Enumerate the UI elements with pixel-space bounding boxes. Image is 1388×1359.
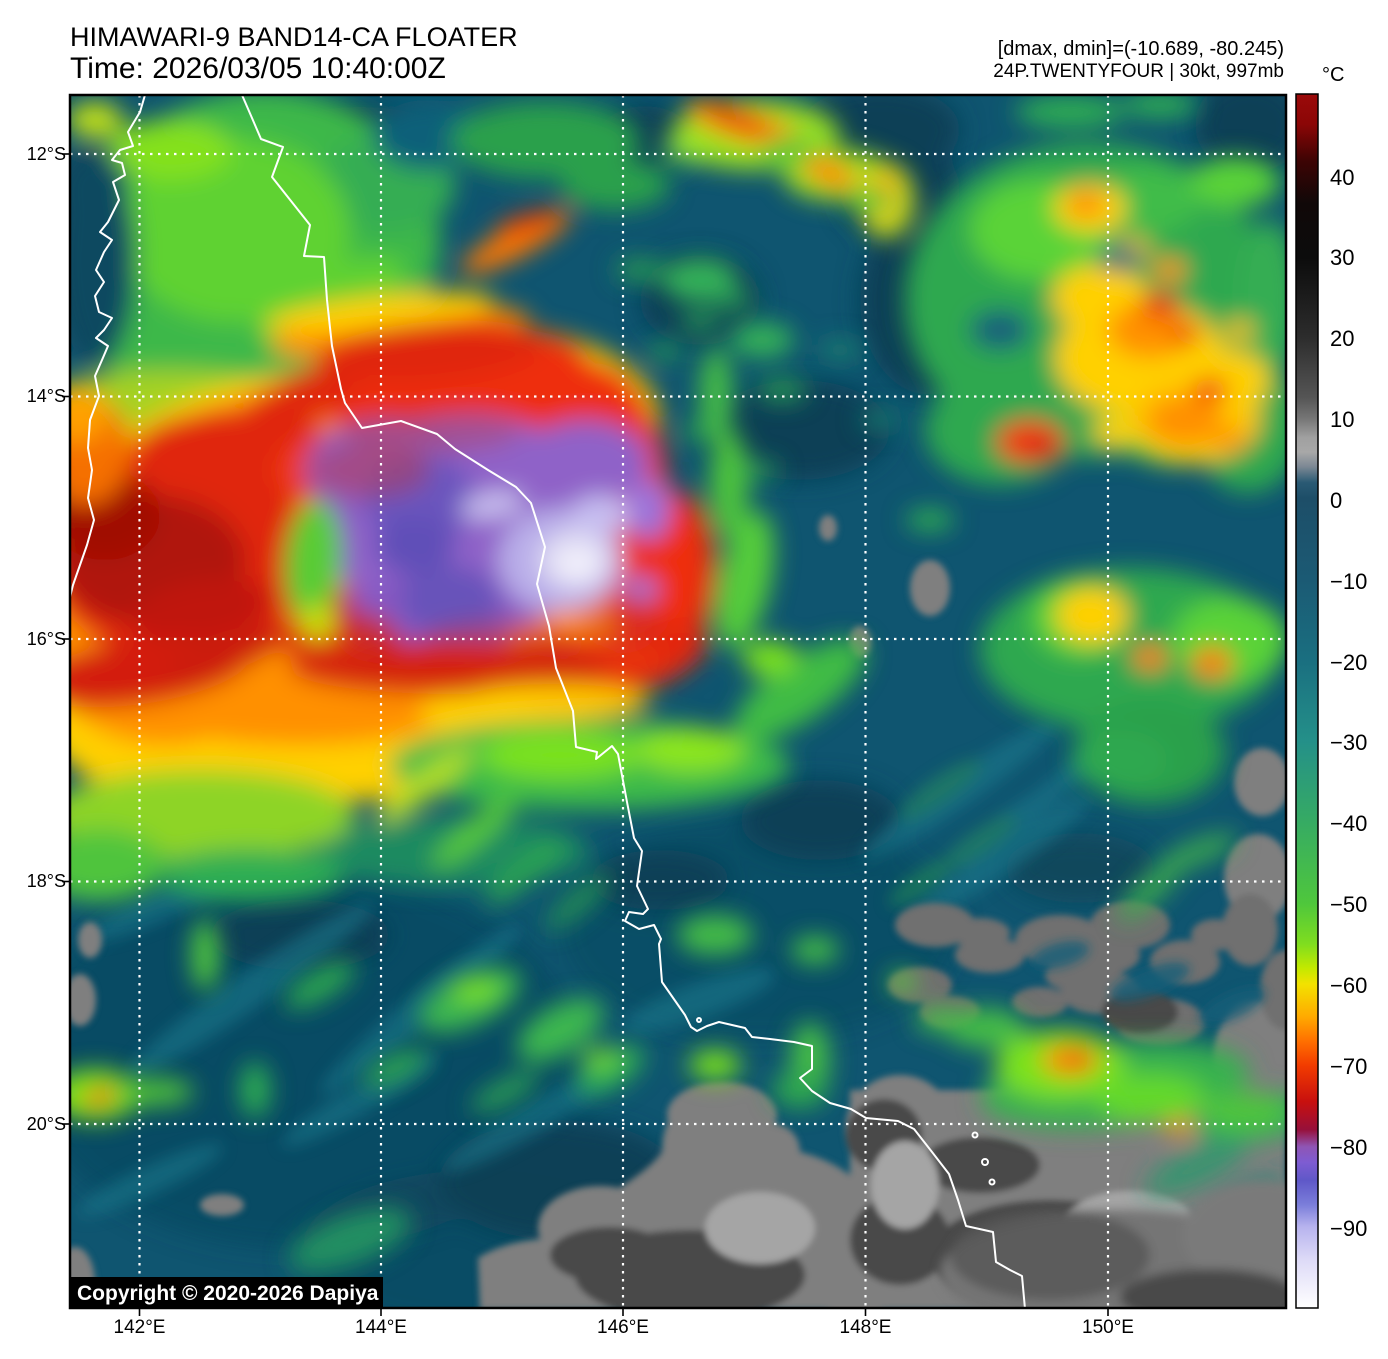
- svg-text:24P.TWENTYFOUR | 30kt, 997mb: 24P.TWENTYFOUR | 30kt, 997mb: [993, 61, 1284, 82]
- svg-text:−10: −10: [1330, 569, 1367, 594]
- svg-text:20°S: 20°S: [27, 1114, 66, 1134]
- svg-text:20: 20: [1330, 326, 1354, 351]
- svg-text:0: 0: [1330, 488, 1342, 513]
- svg-text:Time: 2026/03/05 10:40:00Z: Time: 2026/03/05 10:40:00Z: [70, 52, 446, 85]
- svg-text:30: 30: [1330, 245, 1354, 270]
- svg-text:14°S: 14°S: [27, 386, 66, 406]
- svg-text:Copyright © 2020-2026 Dapiya: Copyright © 2020-2026 Dapiya: [77, 1282, 379, 1305]
- svg-text:12°S: 12°S: [27, 144, 66, 164]
- svg-text:10: 10: [1330, 407, 1354, 432]
- svg-text:[dmax, dmin]=(-10.689, -80.245: [dmax, dmin]=(-10.689, -80.245): [998, 38, 1284, 60]
- svg-text:−40: −40: [1330, 811, 1367, 836]
- svg-text:−20: −20: [1330, 650, 1367, 675]
- svg-text:−90: −90: [1330, 1216, 1367, 1241]
- svg-text:146°E: 146°E: [597, 1317, 649, 1338]
- svg-text:HIMAWARI-9 BAND14-CA FLOATER: HIMAWARI-9 BAND14-CA FLOATER: [70, 22, 518, 52]
- svg-text:−30: −30: [1330, 730, 1367, 755]
- svg-text:°C: °C: [1322, 64, 1344, 86]
- svg-text:18°S: 18°S: [27, 871, 66, 891]
- svg-text:−80: −80: [1330, 1135, 1367, 1160]
- svg-text:142°E: 142°E: [114, 1317, 166, 1338]
- svg-text:−50: −50: [1330, 892, 1367, 917]
- svg-text:148°E: 148°E: [840, 1317, 892, 1338]
- svg-text:−60: −60: [1330, 973, 1367, 998]
- svg-text:40: 40: [1330, 165, 1354, 190]
- svg-text:−70: −70: [1330, 1054, 1367, 1079]
- svg-text:16°S: 16°S: [27, 629, 66, 649]
- svg-text:144°E: 144°E: [355, 1317, 407, 1338]
- svg-text:150°E: 150°E: [1082, 1317, 1134, 1338]
